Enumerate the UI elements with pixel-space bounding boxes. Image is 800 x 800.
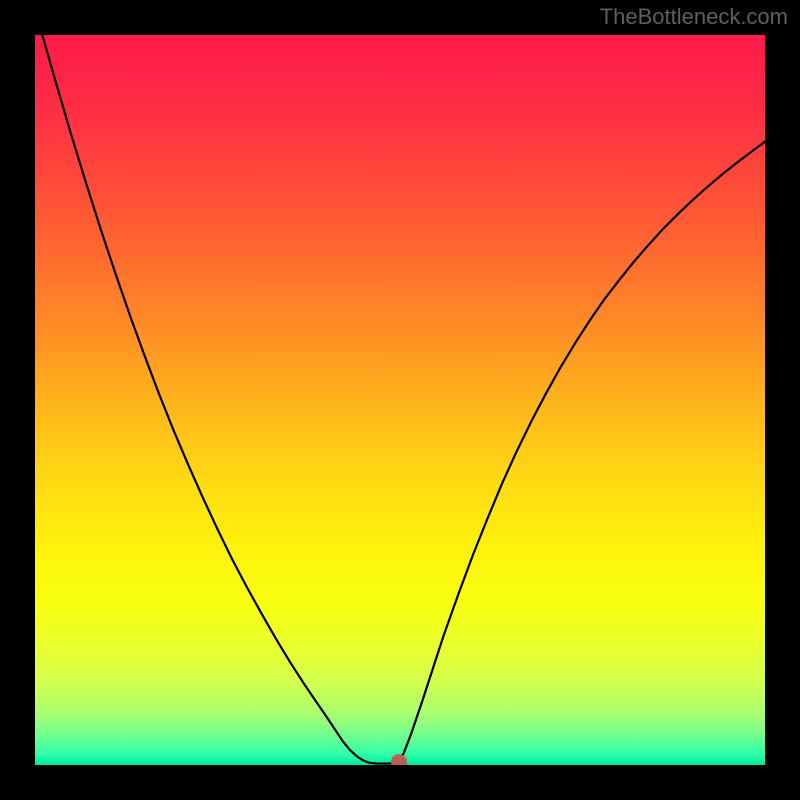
minimum-marker [391,754,407,765]
plot-area [35,35,765,765]
watermark-text: TheBottleneck.com [600,4,788,30]
bottleneck-curve [42,35,765,764]
curve-svg [35,35,765,765]
